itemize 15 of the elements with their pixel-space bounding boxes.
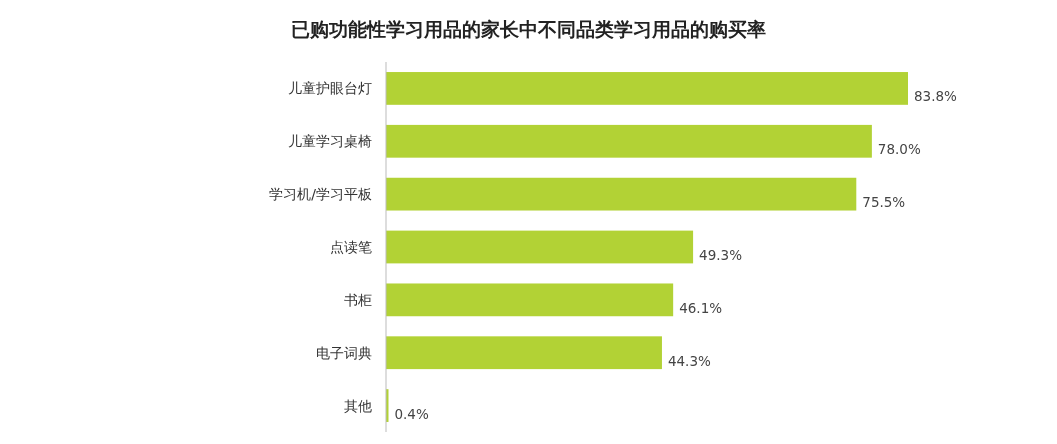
y-tick-label: 儿童护眼台灯	[288, 80, 372, 97]
y-tick-label: 学习机/学习平板	[269, 186, 372, 203]
y-tick-label: 书柜	[344, 291, 372, 308]
data-label: 78.0%	[877, 141, 921, 158]
y-tick-label: 电子词典	[316, 344, 372, 361]
y-tick-label: 其他	[344, 397, 372, 414]
y-tick-label: 儿童学习桌椅	[288, 133, 372, 150]
data-label: 46.1%	[679, 299, 723, 316]
data-label: 83.8%	[914, 88, 958, 105]
data-label: 0.4%	[394, 405, 429, 422]
data-label: 44.3%	[667, 352, 712, 369]
chart-title: 已购功能性学习用品的家长中不同品类学习用品的购买率	[290, 18, 766, 40]
data-label: 49.3%	[699, 247, 743, 263]
y-tick-label: 点读笔	[330, 239, 372, 255]
data-label: 75.5%	[862, 194, 906, 211]
